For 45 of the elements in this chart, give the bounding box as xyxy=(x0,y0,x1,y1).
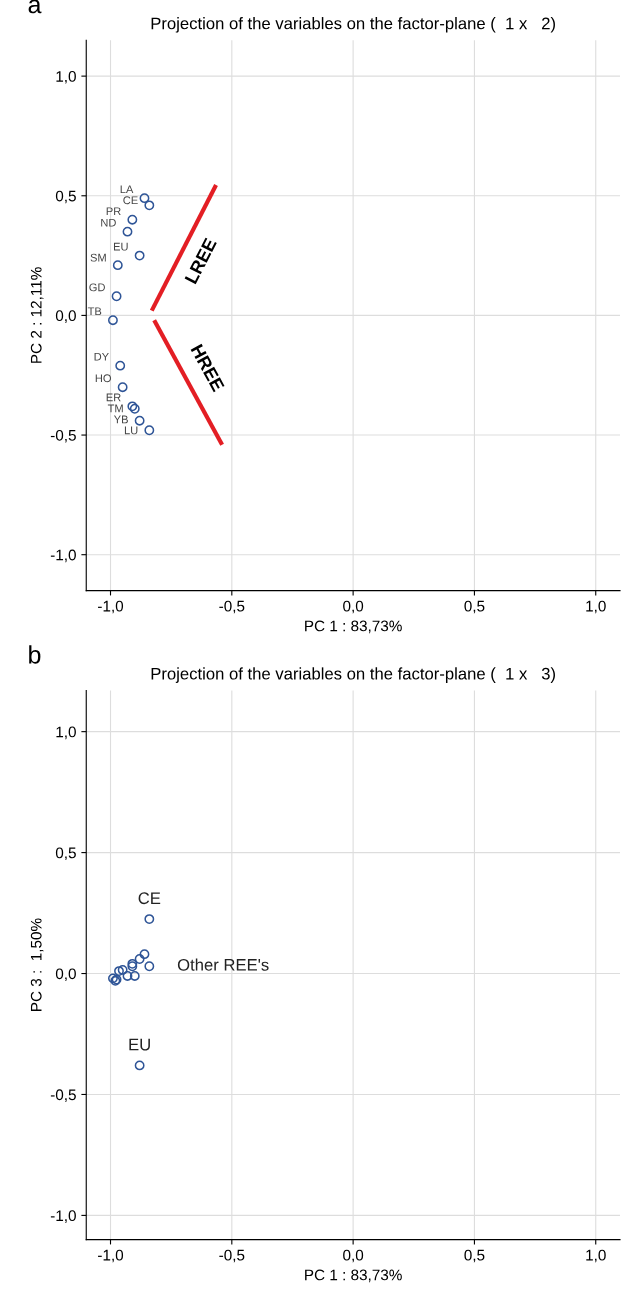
annotation: TM xyxy=(107,404,123,413)
y-tick-label: -1,0 xyxy=(50,549,76,563)
x-axis-title: PC 1 : 83,73% xyxy=(305,1269,402,1283)
x-tick-label: 0,5 xyxy=(464,600,485,614)
y-tick-label: 0,5 xyxy=(55,190,76,204)
y-tick-label: 1,0 xyxy=(56,726,76,740)
annotation: CE xyxy=(138,892,161,905)
x-tick-label: -0,5 xyxy=(219,600,245,614)
y-tick-label: 1,0 xyxy=(56,71,76,84)
chart-title: Projection of the variables on the factor-plane ( 1 x 2) xyxy=(151,17,555,33)
x-tick-label: -0,5 xyxy=(219,1249,245,1263)
x-tick-label: 0,5 xyxy=(464,1249,485,1263)
y-tick-label: -0,5 xyxy=(50,1089,76,1102)
annotation: Other REE's xyxy=(177,958,269,971)
x-tick-label: 1,0 xyxy=(586,600,606,614)
annotation: YB xyxy=(113,415,128,424)
x-tick-label: 0,0 xyxy=(343,1249,364,1263)
y-tick-label: -1,0 xyxy=(50,1210,76,1223)
y-axis-title: PC 2 : 12,11% xyxy=(30,267,44,363)
annotation: PR xyxy=(106,207,121,216)
chart-title: Projection of the variables on the factor-plane ( 1 x 3) xyxy=(151,667,555,683)
annotation: EU xyxy=(129,1038,150,1051)
x-tick-label: -1,0 xyxy=(98,1249,124,1263)
y-tick-label: 0,5 xyxy=(55,847,76,861)
text: a xyxy=(28,0,42,14)
annotation: CE xyxy=(123,196,138,205)
annotation: LA xyxy=(120,185,134,194)
annotation: TB xyxy=(87,307,102,316)
annotation: SM xyxy=(90,253,106,262)
text: b xyxy=(29,645,41,664)
annotation: ER xyxy=(106,393,121,402)
x-tick-label: 1,0 xyxy=(586,1249,606,1263)
annotation: ND xyxy=(101,218,116,227)
annotation: GD xyxy=(89,283,105,292)
x-tick-label: -1,0 xyxy=(98,600,124,614)
y-tick-label: 0,0 xyxy=(55,310,76,323)
annotation: DY xyxy=(94,352,109,361)
x-tick-label: 0,0 xyxy=(343,600,364,614)
y-axis-title: PC 3 : 1,50% xyxy=(30,918,44,1011)
annotation: EU xyxy=(113,242,128,251)
y-tick-label: -0,5 xyxy=(50,429,76,443)
y-tick-label: 0,0 xyxy=(55,968,76,982)
annotation: HO xyxy=(95,374,111,383)
annotation: LU xyxy=(124,426,138,435)
x-axis-title: PC 1 : 83,73% xyxy=(305,620,402,634)
